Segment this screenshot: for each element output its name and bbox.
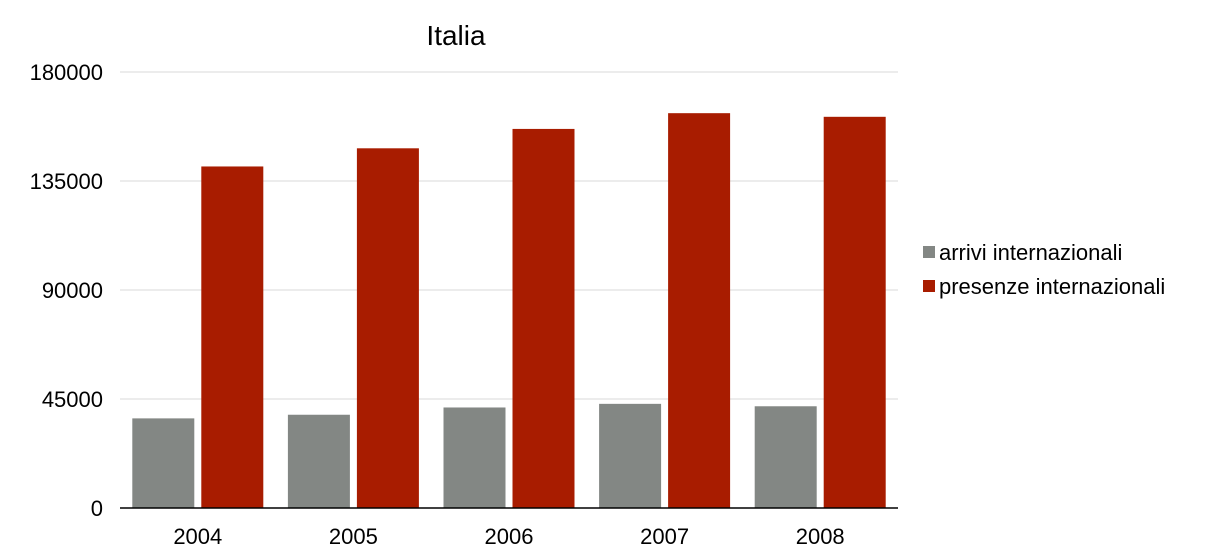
y-tick-label: 90000 <box>42 278 103 303</box>
x-tick-label: 2006 <box>485 524 534 549</box>
bar-arrivi-2004 <box>132 418 195 508</box>
legend-label: arrivi internazionali <box>939 240 1122 265</box>
x-tick-label: 2005 <box>329 524 378 549</box>
legend-swatch <box>923 246 935 258</box>
bar-presenze-2005 <box>356 148 419 509</box>
y-tick-label: 0 <box>91 496 103 521</box>
y-tick-label: 135000 <box>30 169 103 194</box>
bar-arrivi-2007 <box>599 403 662 508</box>
y-axis-ticks: 0 45000 90000 135000 180000 <box>30 60 103 521</box>
legend-swatch <box>923 280 935 292</box>
bar-arrivi-2006 <box>443 407 506 508</box>
bar-presenze-2006 <box>512 128 575 508</box>
bar-arrivi-2008 <box>754 406 817 508</box>
bars <box>132 113 886 509</box>
bar-presenze-2007 <box>668 113 731 508</box>
x-tick-label: 2004 <box>173 524 222 549</box>
bar-arrivi-2005 <box>287 414 350 508</box>
bar-presenze-2004 <box>201 166 264 508</box>
x-axis-ticks: 2004 2005 2006 2007 2008 <box>173 524 844 549</box>
x-tick-label: 2008 <box>796 524 845 549</box>
legend-label: presenze internazionali <box>939 274 1165 299</box>
chart-title: Italia <box>426 20 486 51</box>
legend: arrivi internazionali presenze internazio… <box>923 240 1165 299</box>
y-tick-label: 180000 <box>30 60 103 85</box>
bar-presenze-2008 <box>823 116 886 509</box>
x-tick-label: 2007 <box>640 524 689 549</box>
y-tick-label: 45000 <box>42 387 103 412</box>
